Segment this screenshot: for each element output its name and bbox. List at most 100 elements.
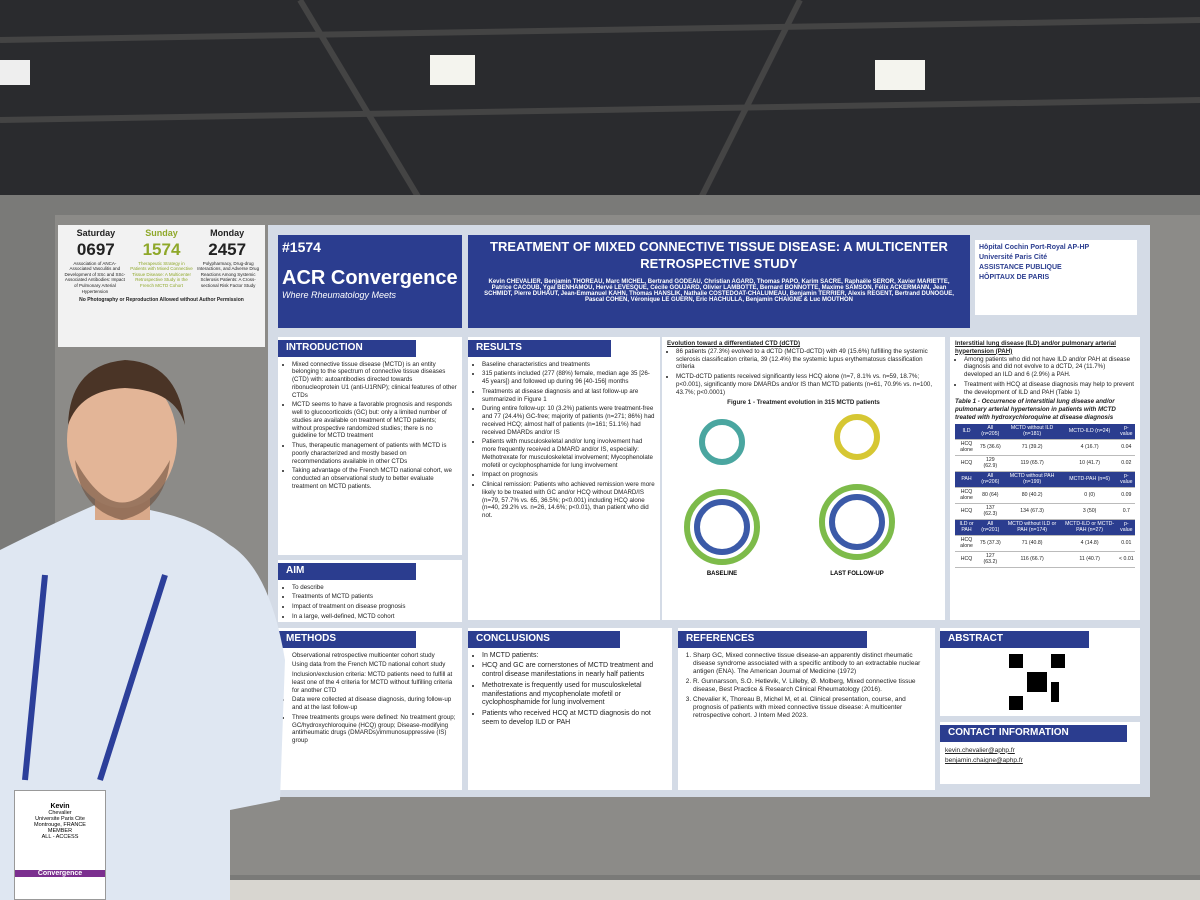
affiliation: Université Paris Cité <box>979 254 1048 261</box>
table-row: HCQ 129 (62.9) 119 (65.7) 10 (41.7) 0.02 <box>955 455 1135 472</box>
heading: RESULTS <box>468 340 612 357</box>
table-row: PAH All (n=206) MCTD without PAH (n=199) MC… <box>955 471 1135 488</box>
table-cell: All (n=201) <box>978 519 1003 536</box>
table-cell: 116 (66.7) <box>1002 551 1062 568</box>
list-item: Using data from the French MCTD national… <box>292 661 457 669</box>
list-item: Baseline characteristics and treatments <box>482 361 655 369</box>
badge-surname: Chevalier <box>48 810 72 816</box>
logo-block: #1574 ACR Convergence Where Rheumatology… <box>278 235 462 328</box>
badge-access: ALL - ACCESS <box>41 834 79 840</box>
table-cell: 80 (64) <box>978 487 1003 504</box>
schedule-cell: 1574 <box>142 240 181 260</box>
affiliation: ASSISTANCE PUBLIQUE <box>979 264 1062 271</box>
heading: METHODS <box>278 631 416 648</box>
list-item: Treatments at disease diagnosis and at l… <box>482 388 655 404</box>
table: ILD All (n=205) MCTD without ILD (n=181) MC… <box>955 423 1135 568</box>
logo: ACR Convergence <box>282 267 458 289</box>
list-item: Chevalier K, Thoreau B, Michel M, et al.… <box>693 696 930 720</box>
table-row: HCQ 137 (62.3) 134 (67.3) 3 (50) 0.7 <box>955 503 1135 520</box>
references: REFERENCES Sharp GC, Mixed connective tis… <box>678 628 935 790</box>
heading: AIM <box>278 563 416 580</box>
badge-city: Montrouge, FRANCE <box>34 822 86 828</box>
figure: BASELINE LAST FOLLOW-UP <box>684 414 895 577</box>
list-item: HCQ and GC are cornerstones of MCTD trea… <box>482 662 667 680</box>
heading: INTRODUCTION <box>278 340 416 357</box>
list-item: Impact of treatment on disease prognosis <box>292 603 457 611</box>
list-item: Thus, therapeutic management of patients… <box>292 442 457 465</box>
table-cell: 75 (36.6) <box>978 439 1003 456</box>
list-item: Clinical remission: Patients who achieve… <box>482 481 655 520</box>
table-row: HCQ 127 (63.2) 116 (66.7) 11 (40.7) < 0.01 <box>955 551 1135 568</box>
title: TREATMENT OF MIXED CONNECTIVE TISSUE DIS… <box>490 239 948 271</box>
table-row: ILD or PAH All (n=201) MCTD without ILD or… <box>955 519 1135 536</box>
table-cell: 75 (37.3) <box>978 535 1003 552</box>
list-item: Observational retrospective multicenter … <box>292 652 457 660</box>
table-row: ILD All (n=205) MCTD without ILD (n=181) MC… <box>955 423 1135 440</box>
table-cell: MCTD-ILD (n=24) <box>1061 423 1118 440</box>
title-block: TREATMENT OF MIXED CONNECTIVE TISSUE DIS… <box>468 235 970 328</box>
heading: REFERENCES <box>678 631 867 648</box>
list-item: Inclusion/exclusion criteria: MCTD patie… <box>292 671 457 694</box>
badge-name: Kevin <box>50 803 70 810</box>
list-item: Sharp GC, Mixed connective tissue diseas… <box>693 652 930 676</box>
schedule-cell: Therapeutic Strategy in Patients with Mi… <box>130 260 193 289</box>
list-item: MCTD seems to have a favorable prognosis… <box>292 401 457 440</box>
table-cell: 127 (63.2) <box>978 551 1003 568</box>
table-cell: 10 (41.7) <box>1061 455 1118 472</box>
table-cell: HCQ alone <box>955 535 979 552</box>
table-cell: p-value <box>1117 519 1135 536</box>
authors: Kevin CHEVALIER, Benjamin THOREAU, Marc … <box>484 278 954 303</box>
list-item: kevin.chevalier@aphp.fr <box>945 746 1015 754</box>
table-cell: 3 (50) <box>1061 503 1118 520</box>
list-item: Impact on prognosis <box>482 471 655 479</box>
heading: CONTACT INFORMATION <box>940 725 1127 742</box>
heading: Interstitial lung disease (ILD) and/or p… <box>955 340 1116 355</box>
affiliation: HÔPITAUX DE PARIS <box>979 274 1050 281</box>
table-cell: p-value <box>1117 423 1135 440</box>
heading: Evolution toward a differentiated CTD (d… <box>667 340 801 347</box>
list-item: To describe <box>292 584 457 592</box>
table-cell: ILD or PAH <box>955 519 979 536</box>
table-cell: All (n=205) <box>978 423 1003 440</box>
list-item: benjamin.chaigne@aphp.fr <box>945 756 1023 764</box>
list-item: Methotrexate is frequently used for musc… <box>482 682 667 708</box>
table-cell: MCTD without ILD or PAH (n=174) <box>1002 519 1062 536</box>
schedule-cell: Sunday <box>145 228 178 238</box>
table-cell: 71 (40.8) <box>1002 535 1062 552</box>
table-cell: 0 (0) <box>1061 487 1118 504</box>
schedule-cell: Saturday <box>76 228 116 238</box>
table-cell: 0.02 <box>1117 455 1135 472</box>
affiliations: Hôpital Cochin Port-Royal AP-HP Universit… <box>975 240 1137 315</box>
table-cell: MCTD without ILD (n=181) <box>1002 423 1062 440</box>
heading: ABSTRACT <box>940 631 1089 648</box>
abstract: ABSTRACT <box>940 628 1140 716</box>
introduction: INTRODUCTION Mixed connective tissue dise… <box>278 337 462 555</box>
list-item: In a large, well-defined, MCTD cohort <box>292 613 457 621</box>
tagline: Where Rheumatology Meets <box>282 290 397 300</box>
conclusions: CONCLUSIONS In MCTD patients:HCQ and GC a… <box>468 628 672 790</box>
table-row: HCQ alone 75 (37.3) 71 (40.8) 4 (14.8) 0.01 <box>955 535 1135 552</box>
caption: LAST FOLLOW-UP <box>830 571 884 577</box>
table-cell: 71 (39.2) <box>1002 439 1062 456</box>
methods: METHODS Observational retrospective multi… <box>278 628 462 790</box>
table-cell: 129 (62.9) <box>978 455 1003 472</box>
table-cell: MCTD without PAH (n=199) <box>1002 471 1062 488</box>
table-row: HCQ alone 75 (36.6) 71 (39.2) 4 (16.7) 0.04 <box>955 439 1135 456</box>
list-item: 86 patients (27.3%) evolved to a dCTD (M… <box>676 348 940 371</box>
list-item: Taking advantage of the French MCTD nati… <box>292 467 457 490</box>
list-item: Treatments of MCTD patients <box>292 593 457 601</box>
table-title: Table 1 - Occurrence of interstitial lun… <box>955 398 1116 421</box>
schedule-cell: 2457 <box>208 240 247 260</box>
table-cell: < 0.01 <box>1117 551 1135 568</box>
list-item: Treatment with HCQ at disease diagnosis … <box>964 381 1135 397</box>
aim: AIM To describeTreatments of MCTD patient… <box>278 560 462 622</box>
list-item: During entire follow-up: 10 (3.2%) patie… <box>482 405 655 436</box>
ild: Interstitial lung disease (ILD) and/or p… <box>950 337 1140 620</box>
schedule-card: Saturday Sunday Monday 0697 1574 2457 Associ… <box>58 225 265 347</box>
list-item: R. Gunnarsson, S.O. Hetlevik, V. Lilleby… <box>693 678 930 694</box>
table-cell: 4 (16.7) <box>1061 439 1118 456</box>
table-cell: 0.01 <box>1117 535 1135 552</box>
table-cell: 137 (62.3) <box>978 503 1003 520</box>
caption: BASELINE <box>707 571 737 577</box>
